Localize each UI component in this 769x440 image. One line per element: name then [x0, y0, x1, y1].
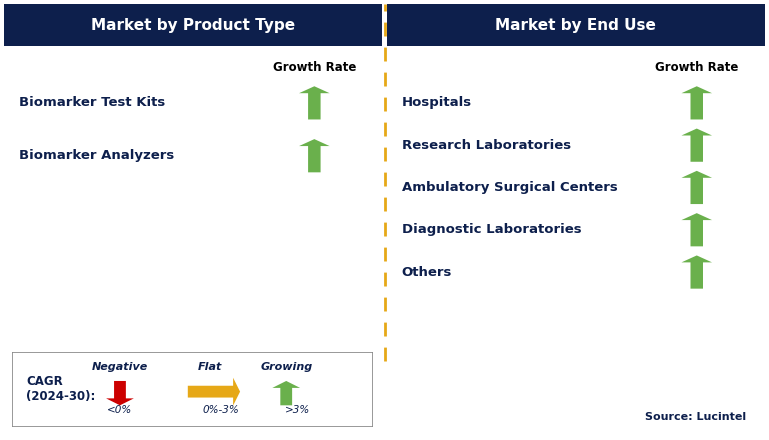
- Text: Hospitals: Hospitals: [401, 96, 472, 110]
- Text: Biomarker Test Kits: Biomarker Test Kits: [19, 96, 165, 110]
- Text: Growing: Growing: [260, 362, 312, 372]
- Text: <0%: <0%: [108, 405, 132, 415]
- Text: Source: Lucintel: Source: Lucintel: [644, 412, 746, 422]
- Text: 0%-3%: 0%-3%: [203, 405, 239, 415]
- Text: Growth Rate: Growth Rate: [655, 61, 738, 74]
- Text: Negative: Negative: [92, 362, 148, 372]
- Bar: [4, 4, 382, 47]
- Text: Flat: Flat: [198, 362, 222, 372]
- Bar: [387, 4, 765, 47]
- Text: Diagnostic Laboratories: Diagnostic Laboratories: [401, 223, 581, 236]
- Text: Biomarker Analyzers: Biomarker Analyzers: [19, 149, 175, 162]
- Text: Others: Others: [401, 266, 452, 279]
- Text: Ambulatory Surgical Centers: Ambulatory Surgical Centers: [401, 181, 618, 194]
- Text: Research Laboratories: Research Laboratories: [401, 139, 571, 152]
- Text: CAGR
(2024-30):: CAGR (2024-30):: [26, 375, 95, 403]
- Text: Market by Product Type: Market by Product Type: [92, 18, 295, 33]
- Text: Growth Rate: Growth Rate: [273, 61, 356, 74]
- Text: >3%: >3%: [285, 405, 310, 415]
- Text: Market by End Use: Market by End Use: [495, 18, 656, 33]
